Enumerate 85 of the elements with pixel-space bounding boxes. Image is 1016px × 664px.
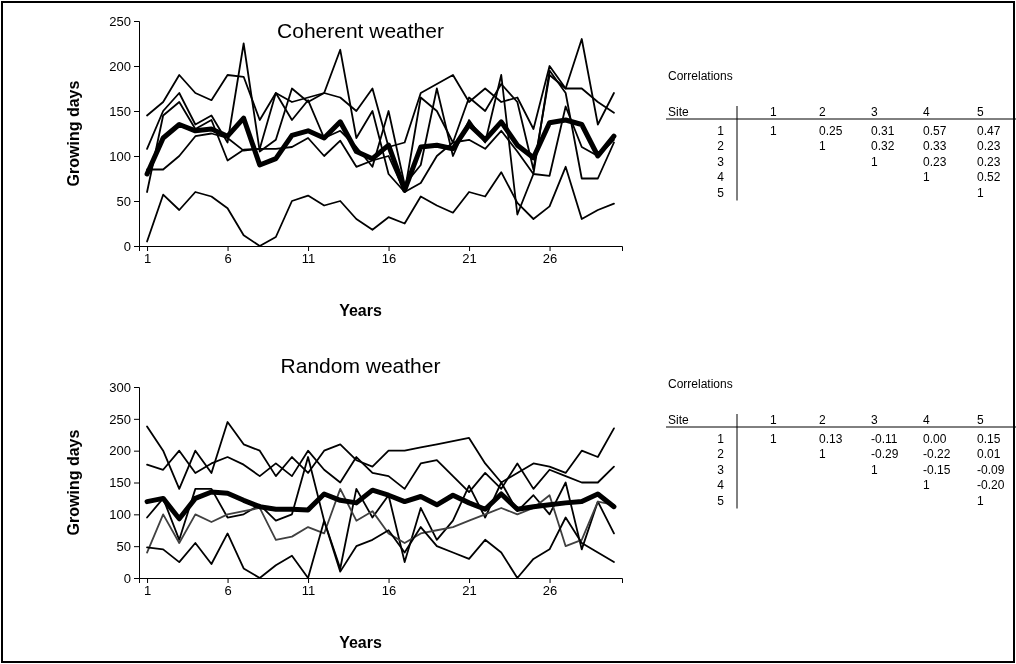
data-label: 0.57 [923, 123, 947, 138]
x-tick-label: 16 [381, 583, 397, 599]
data-label: 0.23 [923, 154, 947, 169]
y-tick-label: 150 [109, 475, 131, 491]
x-tick-label: 5 [977, 105, 984, 119]
data-label: 0.01 [977, 447, 1001, 461]
y-tick-label: 5 [717, 185, 725, 200]
chart-title: Random weather [280, 354, 441, 377]
data-label: 1 [770, 431, 777, 446]
y-tick-label: 1 [717, 123, 725, 138]
y-tick-label: 3 [717, 154, 725, 169]
y-axis-title: Growing days [65, 80, 82, 187]
x-tick-label: 26 [542, 251, 558, 267]
y-tick-label: 4 [717, 170, 725, 184]
data-label: -0.20 [977, 478, 1005, 492]
data-label: 1 [923, 478, 930, 492]
x-tick-label: 3 [871, 413, 878, 427]
data-label: -0.15 [923, 462, 951, 477]
data-label: 0.25 [819, 123, 843, 138]
x-tick-label: 2 [819, 105, 826, 119]
data-label: 0.47 [977, 123, 1001, 138]
x-axis-title: Site [668, 105, 689, 119]
y-tick-label: 100 [109, 148, 131, 164]
y-tick-label: 200 [109, 443, 131, 459]
x-tick-label: 21 [462, 251, 477, 267]
y-tick-label: 100 [109, 506, 131, 522]
data-label: -0.11 [871, 431, 898, 446]
data-label: 0.52 [977, 170, 1001, 184]
x-axis-title: Years [339, 634, 382, 651]
x-tick-label: 1 [143, 583, 152, 599]
x-axis-title: Years [339, 302, 382, 319]
y-tick-label: 50 [116, 193, 131, 209]
data-label: 1 [819, 447, 826, 461]
y-tick-label: 2 [717, 447, 725, 461]
data-label: 1 [977, 493, 984, 508]
x-tick-label: 11 [301, 583, 316, 599]
x-tick-label: 2 [819, 413, 826, 427]
y-tick-label: 2 [717, 139, 725, 153]
x-tick-label: 26 [542, 583, 558, 599]
y-tick-label: 300 [109, 379, 131, 395]
data-label: 0.23 [977, 154, 1001, 169]
y-tick-label: 50 [116, 538, 131, 554]
x-tick-label: 1 [143, 251, 152, 267]
data-label: 0.13 [819, 431, 843, 446]
x-tick-label: 1 [770, 413, 777, 427]
y-tick-label: 250 [109, 13, 131, 29]
x-tick-label: 16 [381, 251, 397, 267]
data-label: 0.15 [977, 431, 1001, 446]
x-tick-label: 6 [224, 251, 232, 267]
data-label: -0.29 [871, 447, 899, 461]
data-label: 1 [923, 170, 930, 184]
data-label: 1 [770, 123, 777, 138]
y-tick-label: 5 [717, 493, 725, 508]
data-label: 0.00 [923, 431, 947, 446]
chart-title: Correlations [668, 377, 733, 391]
data-label: 1 [977, 185, 984, 200]
y-tick-label: 0 [123, 238, 131, 254]
data-label: 1 [871, 462, 878, 477]
x-tick-label: 1 [770, 105, 777, 119]
data-label: 1 [871, 154, 878, 169]
data-label: 0.23 [977, 139, 1001, 153]
x-axis-title: Site [668, 413, 689, 427]
data-label: -0.09 [977, 462, 1005, 477]
x-tick-label: 5 [977, 413, 984, 427]
x-tick-label: 6 [224, 583, 232, 599]
y-tick-label: 1 [717, 431, 725, 446]
chart-title: Correlations [668, 69, 733, 83]
y-tick-label: 150 [109, 103, 131, 119]
y-axis-title: Growing days [65, 429, 82, 536]
chart-title: Coherent weather [277, 19, 444, 42]
data-label: -0.22 [923, 447, 951, 461]
data-label: 0.31 [871, 123, 895, 138]
x-tick-label: 3 [871, 105, 878, 119]
y-tick-label: 250 [109, 411, 131, 427]
x-tick-label: 21 [462, 583, 477, 599]
x-tick-label: 11 [301, 251, 316, 267]
y-tick-label: 0 [123, 570, 131, 586]
x-tick-label: 4 [923, 413, 930, 427]
data-label: 0.32 [871, 139, 895, 153]
x-tick-label: 4 [923, 105, 930, 119]
y-tick-label: 4 [717, 478, 725, 492]
y-tick-label: 200 [109, 58, 131, 74]
data-label: 1 [819, 139, 826, 153]
data-label: 0.33 [923, 139, 947, 153]
y-tick-label: 3 [717, 462, 725, 477]
